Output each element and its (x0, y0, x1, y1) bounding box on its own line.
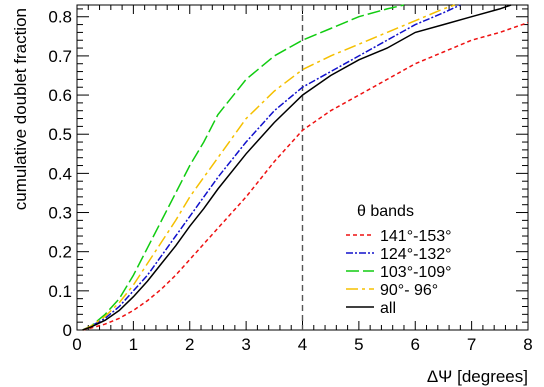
x-tick-label: 7 (467, 335, 476, 354)
y-tick-label: 0.4 (48, 164, 72, 183)
legend-label-2: 124°-132° (380, 246, 452, 263)
y-axis-title: cumulative doublet fraction (11, 8, 30, 210)
x-tick-label: 1 (129, 335, 138, 354)
series-group (82, 4, 529, 331)
x-tick-label: 0 (72, 335, 81, 354)
x-tick-label: 2 (185, 335, 194, 354)
legend-title: θ bands (357, 203, 414, 220)
x-tick-label: 6 (411, 335, 420, 354)
y-tick-label: 0 (63, 321, 72, 340)
axis-ticks (76, 5, 529, 331)
legend: θ bands 141°-153°124°-132°103°-109°90°- … (346, 203, 452, 317)
series-line-4 (82, 4, 455, 331)
y-tick-label: 0.5 (48, 125, 72, 144)
x-tick-label: 3 (241, 335, 250, 354)
series-line-5 (82, 4, 512, 331)
axis-tick-labels: 0 1 2 3 4 5 6 7 8 0 0.1 0.2 0.3 0.4 0.5 0.6 0.7 0.8 (48, 8, 532, 354)
legend-label-3: 103°-109° (380, 264, 452, 281)
x-tick-label: 4 (298, 335, 307, 354)
legend-label-4: 90°- 96° (380, 282, 438, 299)
legend-label-5: all (380, 300, 396, 317)
series-line-2 (82, 4, 461, 331)
series-line-3 (82, 4, 405, 331)
y-tick-label: 0.1 (48, 282, 72, 301)
y-tick-label: 0.8 (48, 8, 72, 27)
y-tick-label: 0.3 (48, 204, 72, 223)
y-tick-label: 0.2 (48, 243, 72, 262)
x-tick-label: 8 (523, 335, 532, 354)
legend-label-1: 141°-153° (380, 228, 452, 245)
x-tick-label: 5 (354, 335, 363, 354)
series-line-1 (82, 21, 529, 331)
x-axis-title: ΔΨ [degrees] (427, 367, 528, 386)
y-tick-label: 0.7 (48, 47, 72, 66)
y-tick-label: 0.6 (48, 86, 72, 105)
